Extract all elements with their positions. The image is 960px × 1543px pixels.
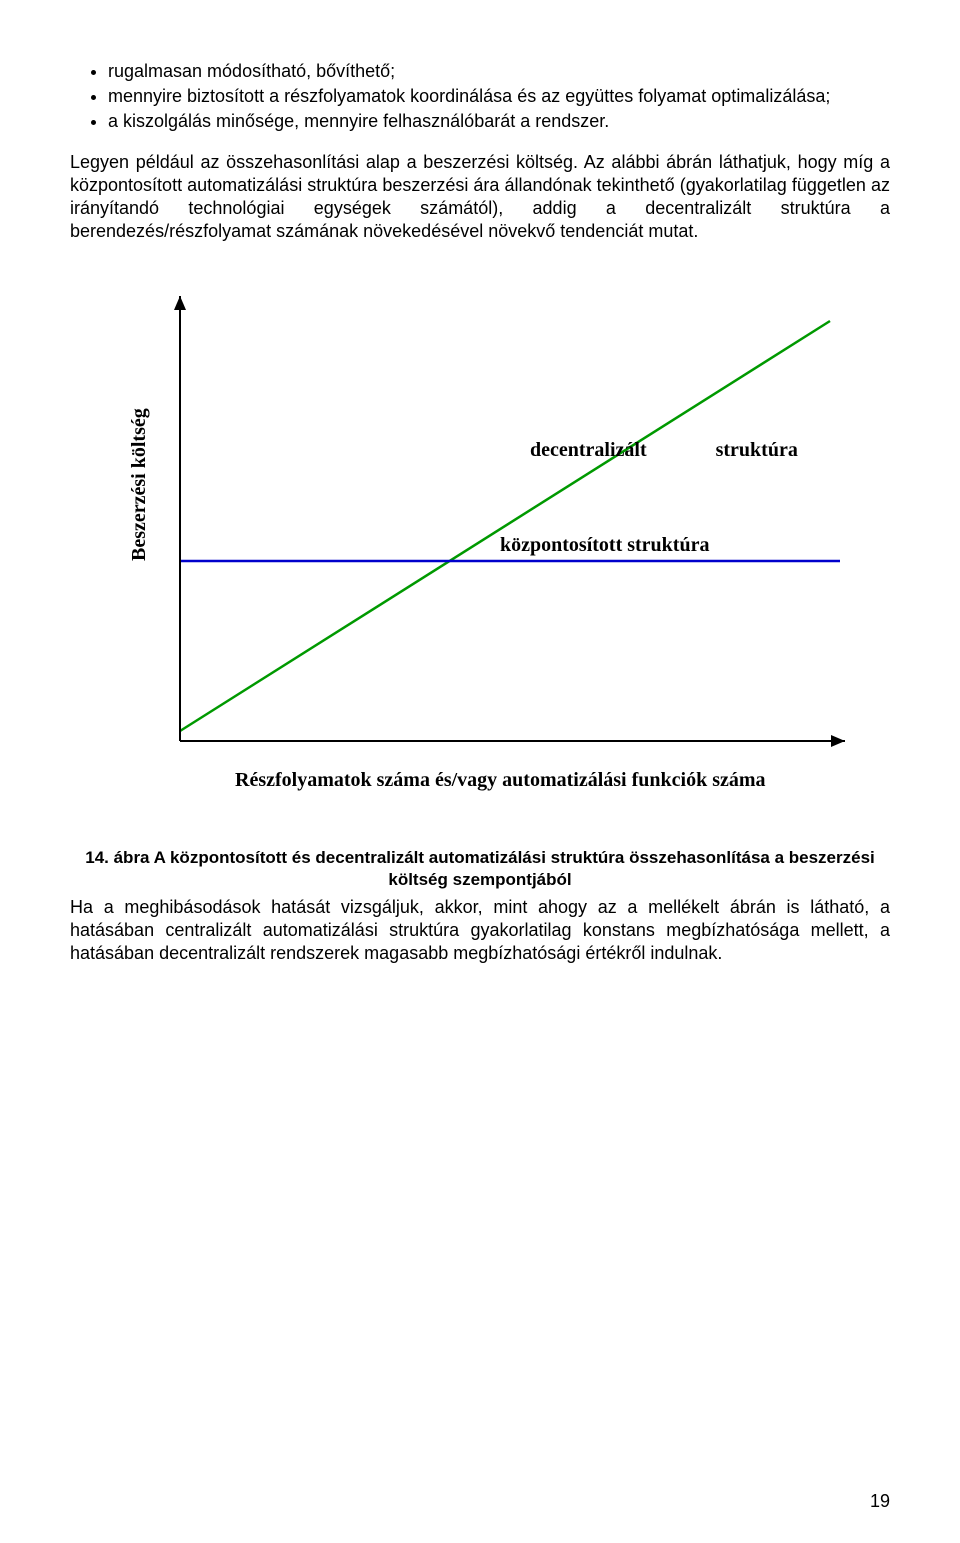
bullet-item: mennyire biztosított a részfolyamatok ko… [108,85,890,108]
figure-caption: 14. ábra A központosított és decentraliz… [70,847,890,890]
y-axis-label: Beszerzési költség [128,408,150,561]
bullet-item: rugalmasan módosítható, bővíthető; [108,60,890,83]
paragraph: Legyen például az összehasonlítási alap … [70,151,890,243]
x-axis-label: Részfolyamatok száma és/vagy automatizál… [235,769,766,791]
cost-chart: Beszerzési költség Részfolyamatok száma é… [100,261,860,821]
chart-container: Beszerzési költség Részfolyamatok száma é… [100,261,860,827]
series-label: központosított struktúra [500,534,709,556]
bullet-item: a kiszolgálás minősége, mennyire felhasz… [108,110,890,133]
series-label: struktúra [716,439,798,461]
paragraph: Ha a meghibásodások hatását vizsgáljuk, … [70,896,890,965]
series-label: decentralizált [530,439,647,461]
page-number: 19 [870,1490,890,1513]
bullet-list: rugalmasan módosítható, bővíthető; menny… [70,60,890,133]
